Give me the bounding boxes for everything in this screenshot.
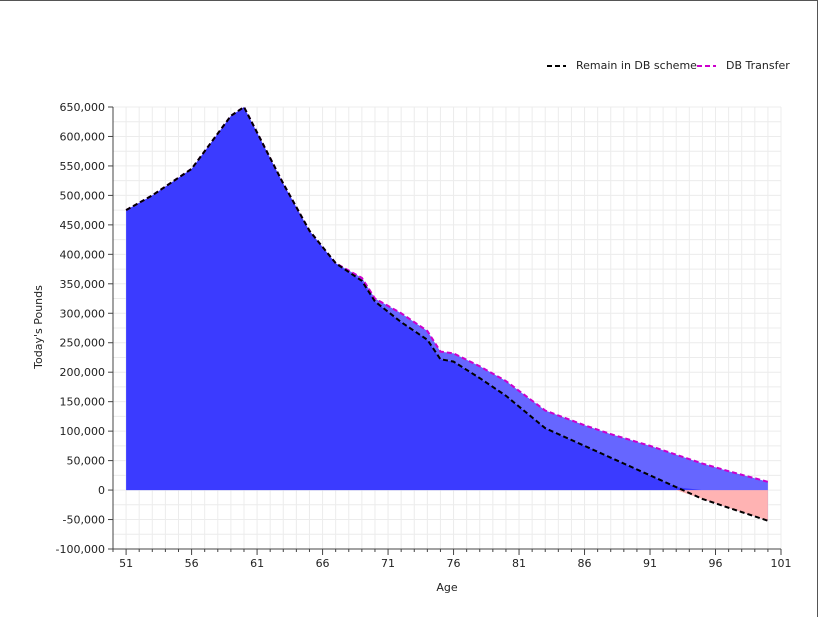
y-tick-label: 450,000 — [60, 219, 106, 232]
y-tick-label: -100,000 — [56, 543, 105, 556]
y-tick-label: -50,000 — [63, 514, 105, 527]
y-axis-label: Today's Pounds — [32, 285, 45, 370]
legend: Remain in DB scheme DB Transfer — [547, 59, 790, 72]
y-tick-label: 550,000 — [60, 160, 106, 173]
x-tick-label: 71 — [381, 557, 395, 570]
y-tick-label: 100,000 — [60, 425, 106, 438]
x-tick-label: 96 — [709, 557, 723, 570]
y-tick-label: 150,000 — [60, 396, 106, 409]
area-remain-positive — [126, 107, 768, 491]
tick-labels: -100,000 -50,000 0 50,000 100,000 150,000 200,… — [56, 101, 792, 570]
y-tick-label: 200,000 — [60, 366, 106, 379]
x-tick-label: 51 — [119, 557, 133, 570]
axes — [108, 106, 782, 555]
x-tick-label: 66 — [316, 557, 330, 570]
y-tick-label: 0 — [98, 484, 105, 497]
x-tick-label: 101 — [771, 557, 792, 570]
y-tick-label: 300,000 — [60, 307, 106, 320]
y-tick-label: 350,000 — [60, 278, 106, 291]
series-lines — [125, 105, 769, 522]
x-tick-label: 61 — [250, 557, 264, 570]
y-tick-label: 50,000 — [67, 455, 106, 468]
legend-label-transfer: DB Transfer — [726, 59, 790, 72]
y-tick-label: 250,000 — [60, 337, 106, 350]
areas — [126, 107, 768, 521]
y-tick-label: 400,000 — [60, 248, 106, 261]
y-tick-label: 600,000 — [60, 130, 106, 143]
series-line-remain-db — [125, 105, 769, 522]
area-remain-negative — [126, 490, 768, 521]
x-tick-label: 81 — [512, 557, 526, 570]
x-tick-label: 91 — [643, 557, 657, 570]
x-tick-label: 86 — [578, 557, 592, 570]
y-tick-label: 650,000 — [60, 101, 106, 114]
area-transfer-gap — [126, 107, 768, 521]
x-tick-label: 76 — [447, 557, 461, 570]
legend-label-remain: Remain in DB scheme — [576, 59, 697, 72]
y-tick-label: 500,000 — [60, 189, 106, 202]
x-tick-label: 56 — [185, 557, 199, 570]
x-axis-label: Age — [436, 581, 458, 594]
